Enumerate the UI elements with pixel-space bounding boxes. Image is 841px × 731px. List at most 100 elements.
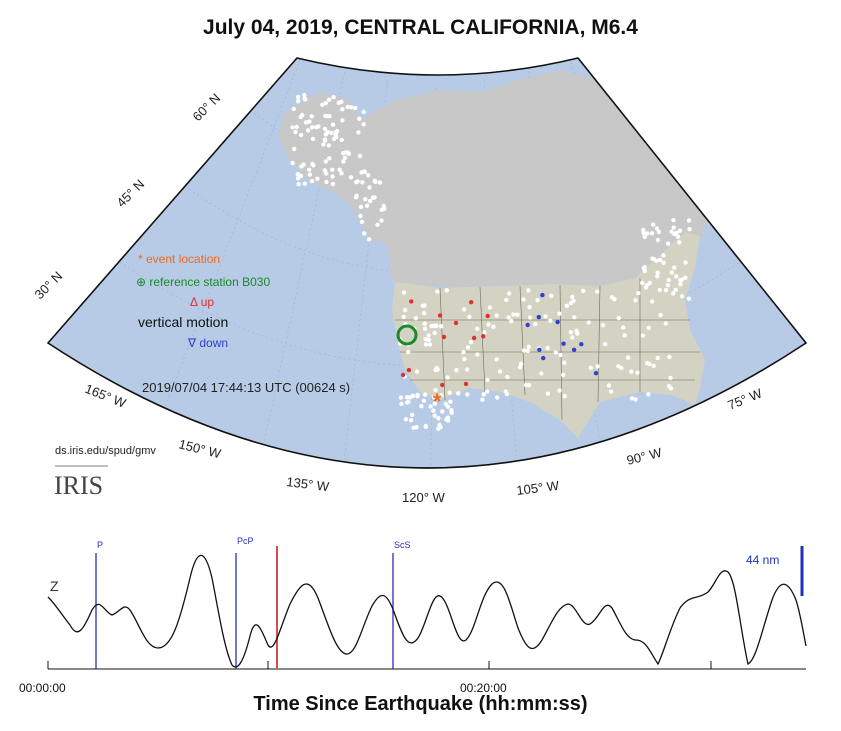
station-dot bbox=[353, 195, 359, 200]
station-dot bbox=[461, 350, 466, 355]
station-dot bbox=[445, 404, 451, 409]
station-dot bbox=[307, 167, 312, 172]
station-dot bbox=[669, 229, 674, 234]
legend-up: Δ up bbox=[190, 295, 214, 309]
x-axis-label: Time Since Earthquake (hh:mm:ss) bbox=[253, 693, 588, 715]
station-dot bbox=[432, 401, 437, 406]
station-dot bbox=[548, 318, 553, 323]
station-dot bbox=[413, 316, 419, 321]
station-dot bbox=[575, 331, 580, 336]
station-dot bbox=[437, 313, 443, 318]
station-dot bbox=[433, 387, 438, 393]
station-dot bbox=[449, 408, 454, 413]
tick-label-20min: 00:20:00 bbox=[460, 681, 507, 695]
station-dot bbox=[463, 381, 469, 387]
station-dot bbox=[622, 333, 627, 338]
station-dot bbox=[294, 124, 299, 130]
station-dot bbox=[687, 227, 692, 232]
station-dot bbox=[528, 315, 533, 320]
station-dot bbox=[401, 290, 407, 295]
station-dot bbox=[562, 360, 567, 365]
station-dot bbox=[340, 107, 345, 112]
credit-url[interactable]: ds.iris.edu/spud/gmv bbox=[55, 445, 156, 457]
station-dot bbox=[661, 253, 666, 258]
station-dot bbox=[645, 361, 650, 366]
station-dot bbox=[562, 393, 567, 399]
station-dot bbox=[426, 337, 432, 343]
station-dot bbox=[665, 283, 671, 288]
station-dot bbox=[485, 313, 490, 319]
iris-credit[interactable]: ds.iris.edu/spud/gmv IRIS bbox=[54, 445, 156, 500]
station-dot bbox=[467, 314, 472, 319]
station-dot bbox=[367, 185, 372, 190]
map-panel[interactable]: * 60° N 45° N 30° N 165° W 150° W 135° W… bbox=[32, 57, 808, 510]
station-dot bbox=[518, 361, 524, 366]
station-dot bbox=[511, 312, 516, 317]
station-dot bbox=[612, 297, 617, 302]
lon-label-150: 150° W bbox=[177, 436, 223, 461]
station-dot bbox=[462, 356, 467, 362]
event-location-marker[interactable]: * bbox=[433, 389, 442, 414]
map-border bbox=[46, 57, 808, 469]
station-dot bbox=[336, 100, 341, 106]
station-dot bbox=[517, 364, 523, 370]
station-dot bbox=[440, 409, 445, 414]
station-dot bbox=[431, 395, 437, 400]
station-dot bbox=[475, 326, 480, 331]
station-dot bbox=[533, 321, 538, 327]
station-dot bbox=[299, 164, 304, 169]
station-dot bbox=[655, 274, 660, 279]
station-dot bbox=[509, 319, 514, 324]
station-dot bbox=[633, 397, 638, 402]
station-dot bbox=[527, 305, 532, 310]
lon-label-75: 75° W bbox=[726, 385, 765, 412]
station-markers bbox=[290, 92, 692, 431]
station-dot bbox=[668, 375, 673, 381]
station-dot bbox=[414, 369, 420, 374]
legend-reference-station: ⊕ reference station B030 bbox=[136, 275, 270, 289]
seismogram-panel[interactable]: Z P PcP ScS 44 nm bbox=[47, 536, 807, 670]
station-dot bbox=[540, 292, 545, 298]
station-dot bbox=[633, 298, 638, 303]
tick-label-start: 00:00:00 bbox=[19, 681, 66, 695]
station-dot bbox=[428, 404, 433, 409]
station-dot bbox=[377, 180, 383, 185]
station-dot bbox=[447, 390, 452, 395]
station-dot bbox=[663, 321, 668, 326]
station-dot bbox=[420, 303, 426, 308]
station-dot bbox=[545, 391, 551, 396]
station-dot bbox=[330, 122, 336, 127]
station-dot bbox=[309, 114, 314, 119]
station-dot bbox=[302, 92, 307, 98]
station-dot bbox=[331, 95, 336, 100]
station-dot bbox=[343, 150, 348, 155]
station-dot bbox=[568, 300, 574, 306]
station-dot bbox=[440, 382, 445, 388]
station-dot bbox=[678, 282, 683, 287]
station-dot bbox=[525, 348, 530, 354]
station-dot bbox=[426, 333, 431, 338]
station-dot bbox=[373, 179, 378, 184]
station-dot bbox=[465, 392, 470, 397]
station-dot bbox=[296, 182, 301, 187]
station-dot bbox=[291, 106, 296, 112]
station-dot bbox=[322, 126, 328, 132]
station-dot bbox=[665, 241, 671, 246]
station-dot bbox=[353, 105, 358, 111]
station-dot bbox=[629, 396, 635, 401]
station-dot bbox=[666, 277, 671, 283]
station-dot bbox=[302, 96, 307, 101]
station-dot bbox=[359, 219, 365, 224]
reference-station-marker[interactable] bbox=[396, 324, 418, 346]
station-dot bbox=[453, 320, 459, 326]
station-dot bbox=[415, 394, 420, 399]
station-dot bbox=[494, 313, 499, 318]
station-dot bbox=[504, 297, 509, 303]
station-dot bbox=[356, 130, 361, 135]
station-dot bbox=[366, 237, 372, 242]
station-dot bbox=[366, 173, 371, 178]
station-dot bbox=[602, 341, 608, 347]
station-dot bbox=[677, 228, 683, 233]
station-dot bbox=[549, 293, 554, 298]
